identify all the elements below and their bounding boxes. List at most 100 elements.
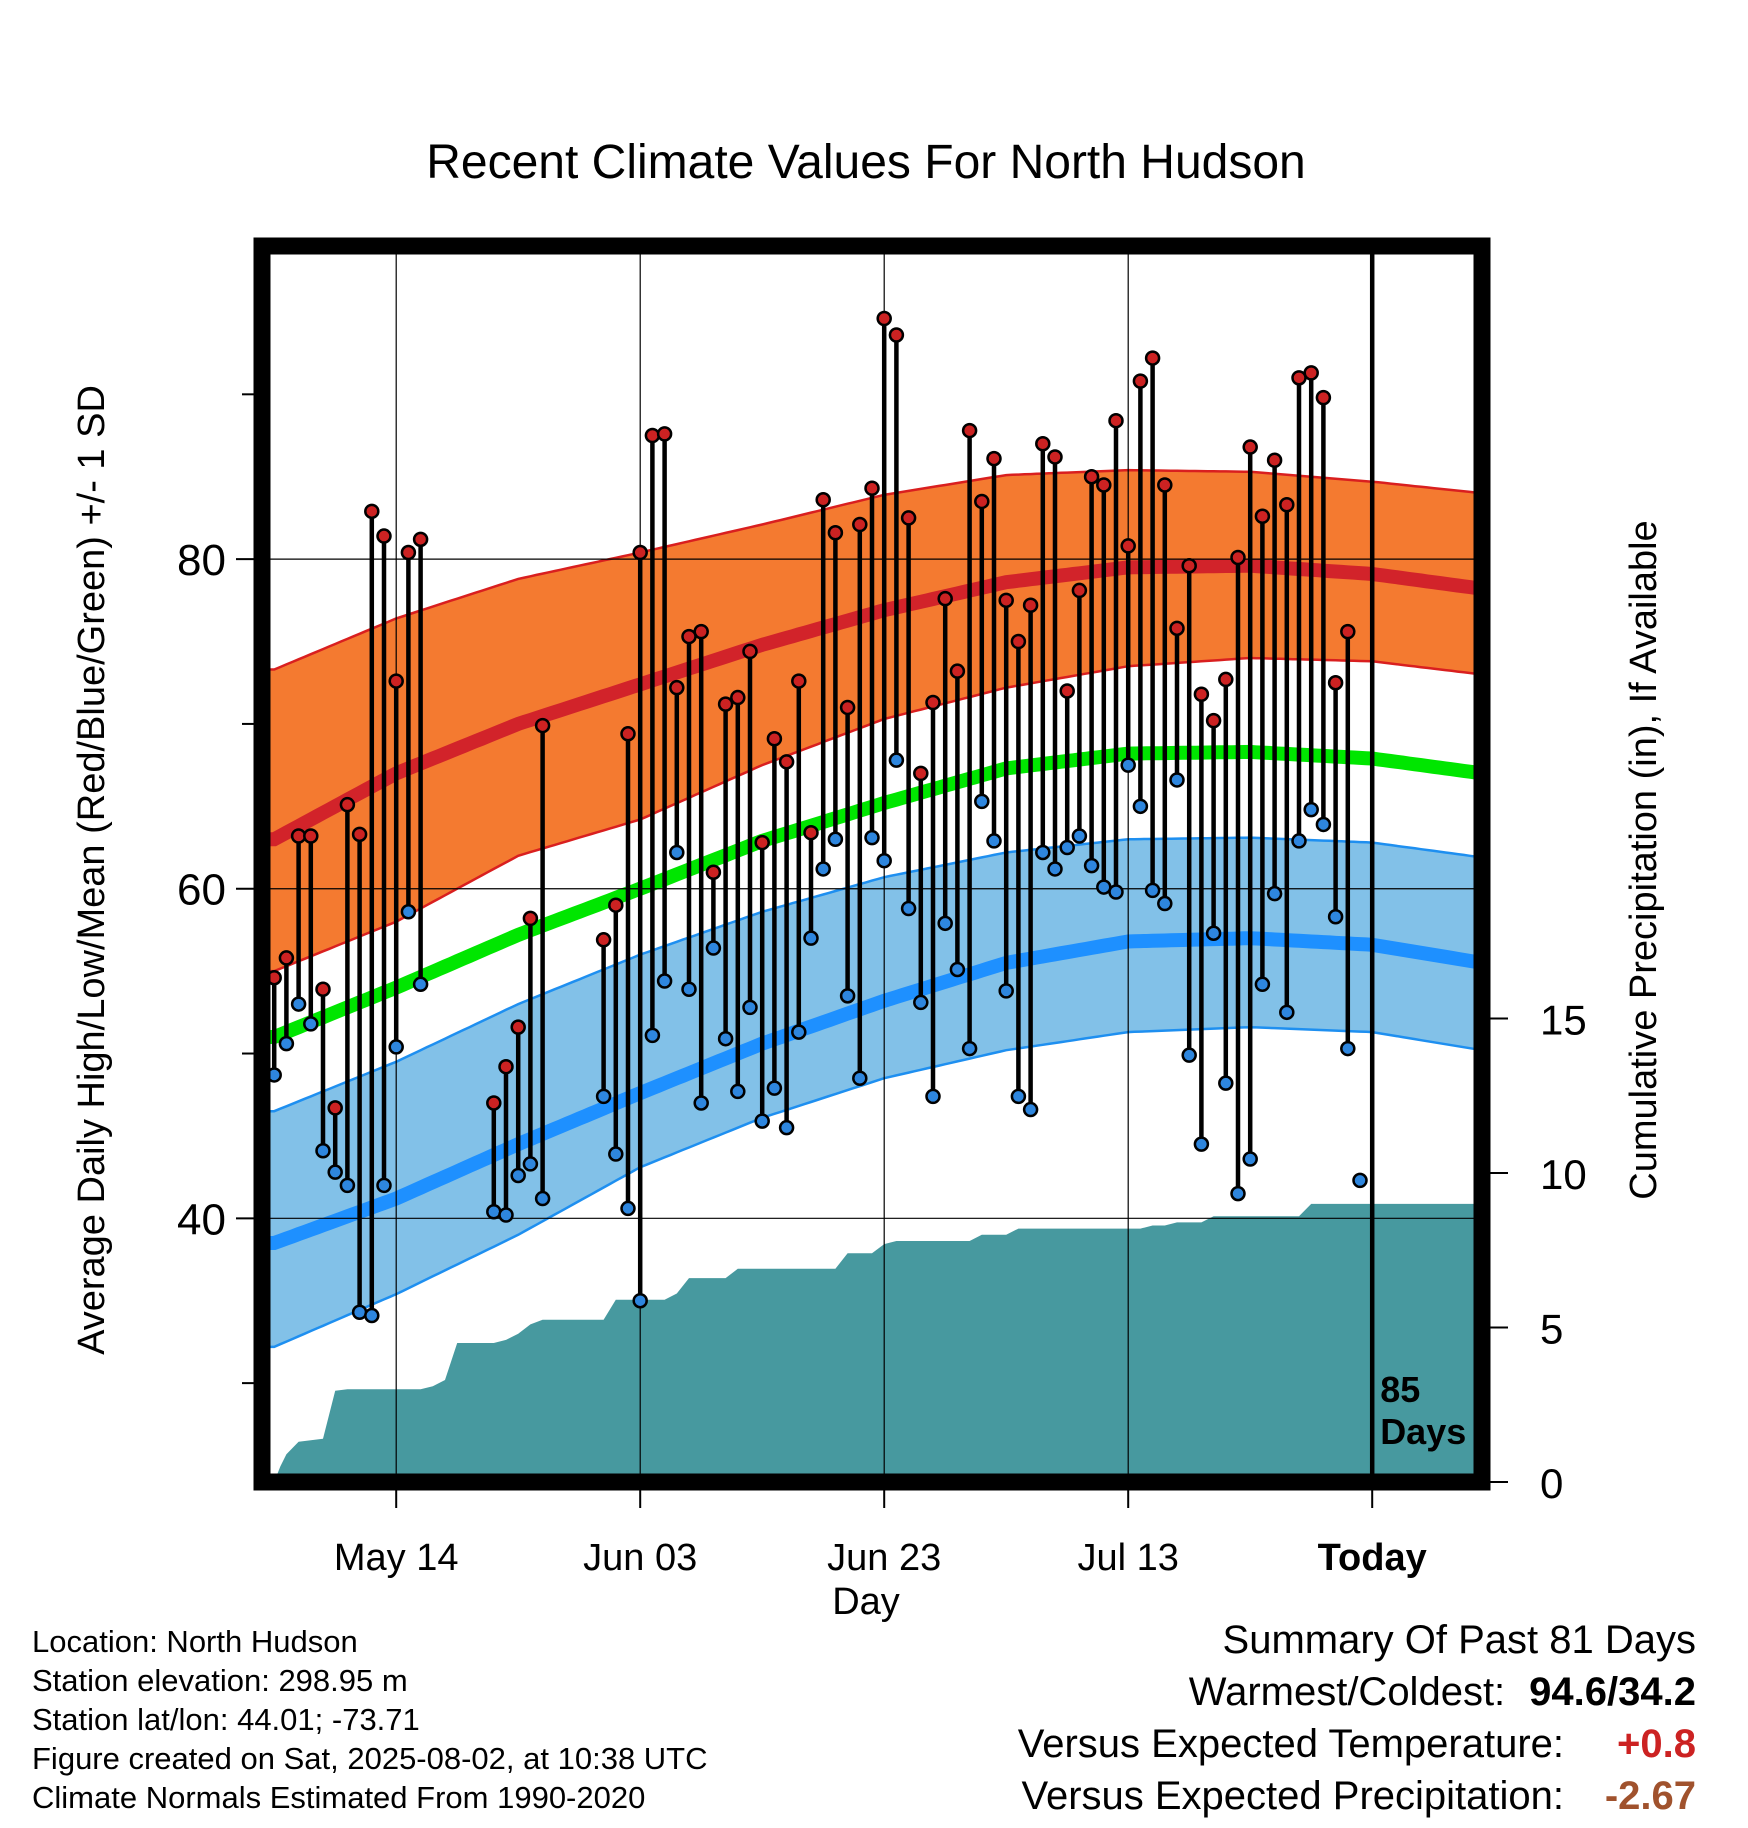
y-axis-title-right: Cumulative Precipitation (in), If Availa… xyxy=(1623,520,1665,1199)
high-point xyxy=(1218,671,1234,688)
low-point xyxy=(1291,833,1307,849)
low-point xyxy=(1071,828,1088,844)
high-point xyxy=(900,510,917,526)
low-point xyxy=(705,940,722,956)
precip-tick-label: 10 xyxy=(1540,1151,1587,1198)
high-point xyxy=(1096,477,1112,493)
high-point xyxy=(1120,538,1136,554)
low-point xyxy=(315,1143,331,1159)
low-point xyxy=(486,1203,502,1220)
high-point xyxy=(1010,633,1027,650)
low-point xyxy=(766,1080,783,1096)
y-axis-title-left: Average Daily High/Low/Mean (Red/Blue/Gr… xyxy=(71,385,113,1355)
low-point xyxy=(778,1119,795,1136)
high-point xyxy=(754,834,770,851)
low-point xyxy=(327,1164,343,1180)
low-point xyxy=(1193,1136,1210,1152)
high-point xyxy=(498,1058,514,1075)
low-point xyxy=(1266,885,1283,902)
high-point xyxy=(644,427,661,444)
x-tick-label: Jun 23 xyxy=(827,1537,941,1579)
high-point xyxy=(351,826,368,843)
high-point xyxy=(1035,436,1051,452)
temp-anomaly-value: +0.8 xyxy=(1617,1722,1696,1766)
high-point xyxy=(1083,468,1100,485)
high-point xyxy=(486,1095,502,1111)
high-point xyxy=(1254,508,1271,525)
high-point xyxy=(303,828,319,844)
high-point xyxy=(998,592,1014,609)
precip-tick-label: 15 xyxy=(1540,997,1587,1044)
low-point xyxy=(1218,1075,1234,1091)
high-point xyxy=(1022,597,1039,614)
low-point xyxy=(1108,884,1124,900)
x-tick-label: May 14 xyxy=(334,1537,459,1579)
high-point xyxy=(925,694,941,711)
low-point xyxy=(534,1190,551,1207)
high-point xyxy=(986,450,1002,467)
low-point xyxy=(949,961,966,978)
low-point xyxy=(364,1307,380,1324)
high-point xyxy=(974,493,990,510)
high-point xyxy=(913,765,929,782)
location-text: Location: North Hudson xyxy=(32,1624,358,1659)
low-point xyxy=(1352,1172,1368,1189)
low-point xyxy=(632,1292,648,1309)
days-count-label: 85 xyxy=(1380,1369,1420,1410)
chart-title: Recent Climate Values For North Hudson xyxy=(426,136,1306,189)
high-point xyxy=(534,717,551,734)
high-point xyxy=(1266,452,1283,468)
low-point xyxy=(376,1177,392,1194)
summary-warm-cold: Warmest/Coldest: 94.6/34.2 xyxy=(1018,1666,1696,1718)
low-point xyxy=(498,1207,514,1223)
high-point xyxy=(400,544,417,561)
low-upper-edge xyxy=(262,836,1482,1113)
low-point xyxy=(1022,1101,1039,1118)
y-tick-label: 40 xyxy=(177,1195,226,1244)
x-tick-label: Jun 03 xyxy=(583,1537,697,1579)
low-point xyxy=(876,852,892,869)
high-point xyxy=(278,950,295,966)
high-point xyxy=(1071,582,1088,599)
low-point xyxy=(1120,757,1136,773)
high-point xyxy=(1108,412,1124,429)
y-tick-label: 80 xyxy=(177,536,226,585)
high-point xyxy=(827,525,844,541)
high-point xyxy=(1169,620,1185,637)
low-point xyxy=(925,1088,941,1105)
high-point xyxy=(876,310,892,327)
low-point xyxy=(986,833,1002,849)
low-point xyxy=(351,1304,368,1321)
low-point xyxy=(839,988,856,1004)
high-point xyxy=(620,726,636,742)
low-normal-line xyxy=(262,931,1482,1250)
low-point xyxy=(644,1027,661,1044)
days-unit-label: Days xyxy=(1380,1411,1466,1452)
high-point xyxy=(669,679,685,696)
high-point xyxy=(327,1100,343,1116)
high-point xyxy=(778,754,795,770)
high-point xyxy=(1157,477,1173,493)
high-point xyxy=(595,932,612,948)
precip-anomaly-value: -2.67 xyxy=(1604,1774,1696,1818)
high-point xyxy=(1144,350,1161,366)
high-point xyxy=(315,981,331,997)
normals-text: Climate Normals Estimated From 1990-2020 xyxy=(32,1780,646,1815)
summary-precip: Versus Expected Precipitation: -2.67 xyxy=(1018,1770,1696,1822)
high-point xyxy=(791,673,807,689)
low-point xyxy=(388,1039,404,1055)
high-point xyxy=(632,544,648,561)
low-sd-band xyxy=(262,837,1482,1347)
high-point xyxy=(693,623,709,640)
low-point xyxy=(1242,1151,1258,1167)
low-point xyxy=(1144,882,1161,899)
low-point xyxy=(1230,1185,1246,1202)
high-point xyxy=(376,528,392,544)
high-point xyxy=(705,864,722,880)
created-text: Figure created on Sat, 2025-08-02, at 10… xyxy=(32,1741,708,1776)
low-point xyxy=(803,930,819,946)
high-point xyxy=(815,492,831,508)
low-point xyxy=(693,1095,709,1111)
low-point xyxy=(303,1016,319,1032)
high-point xyxy=(839,699,856,716)
